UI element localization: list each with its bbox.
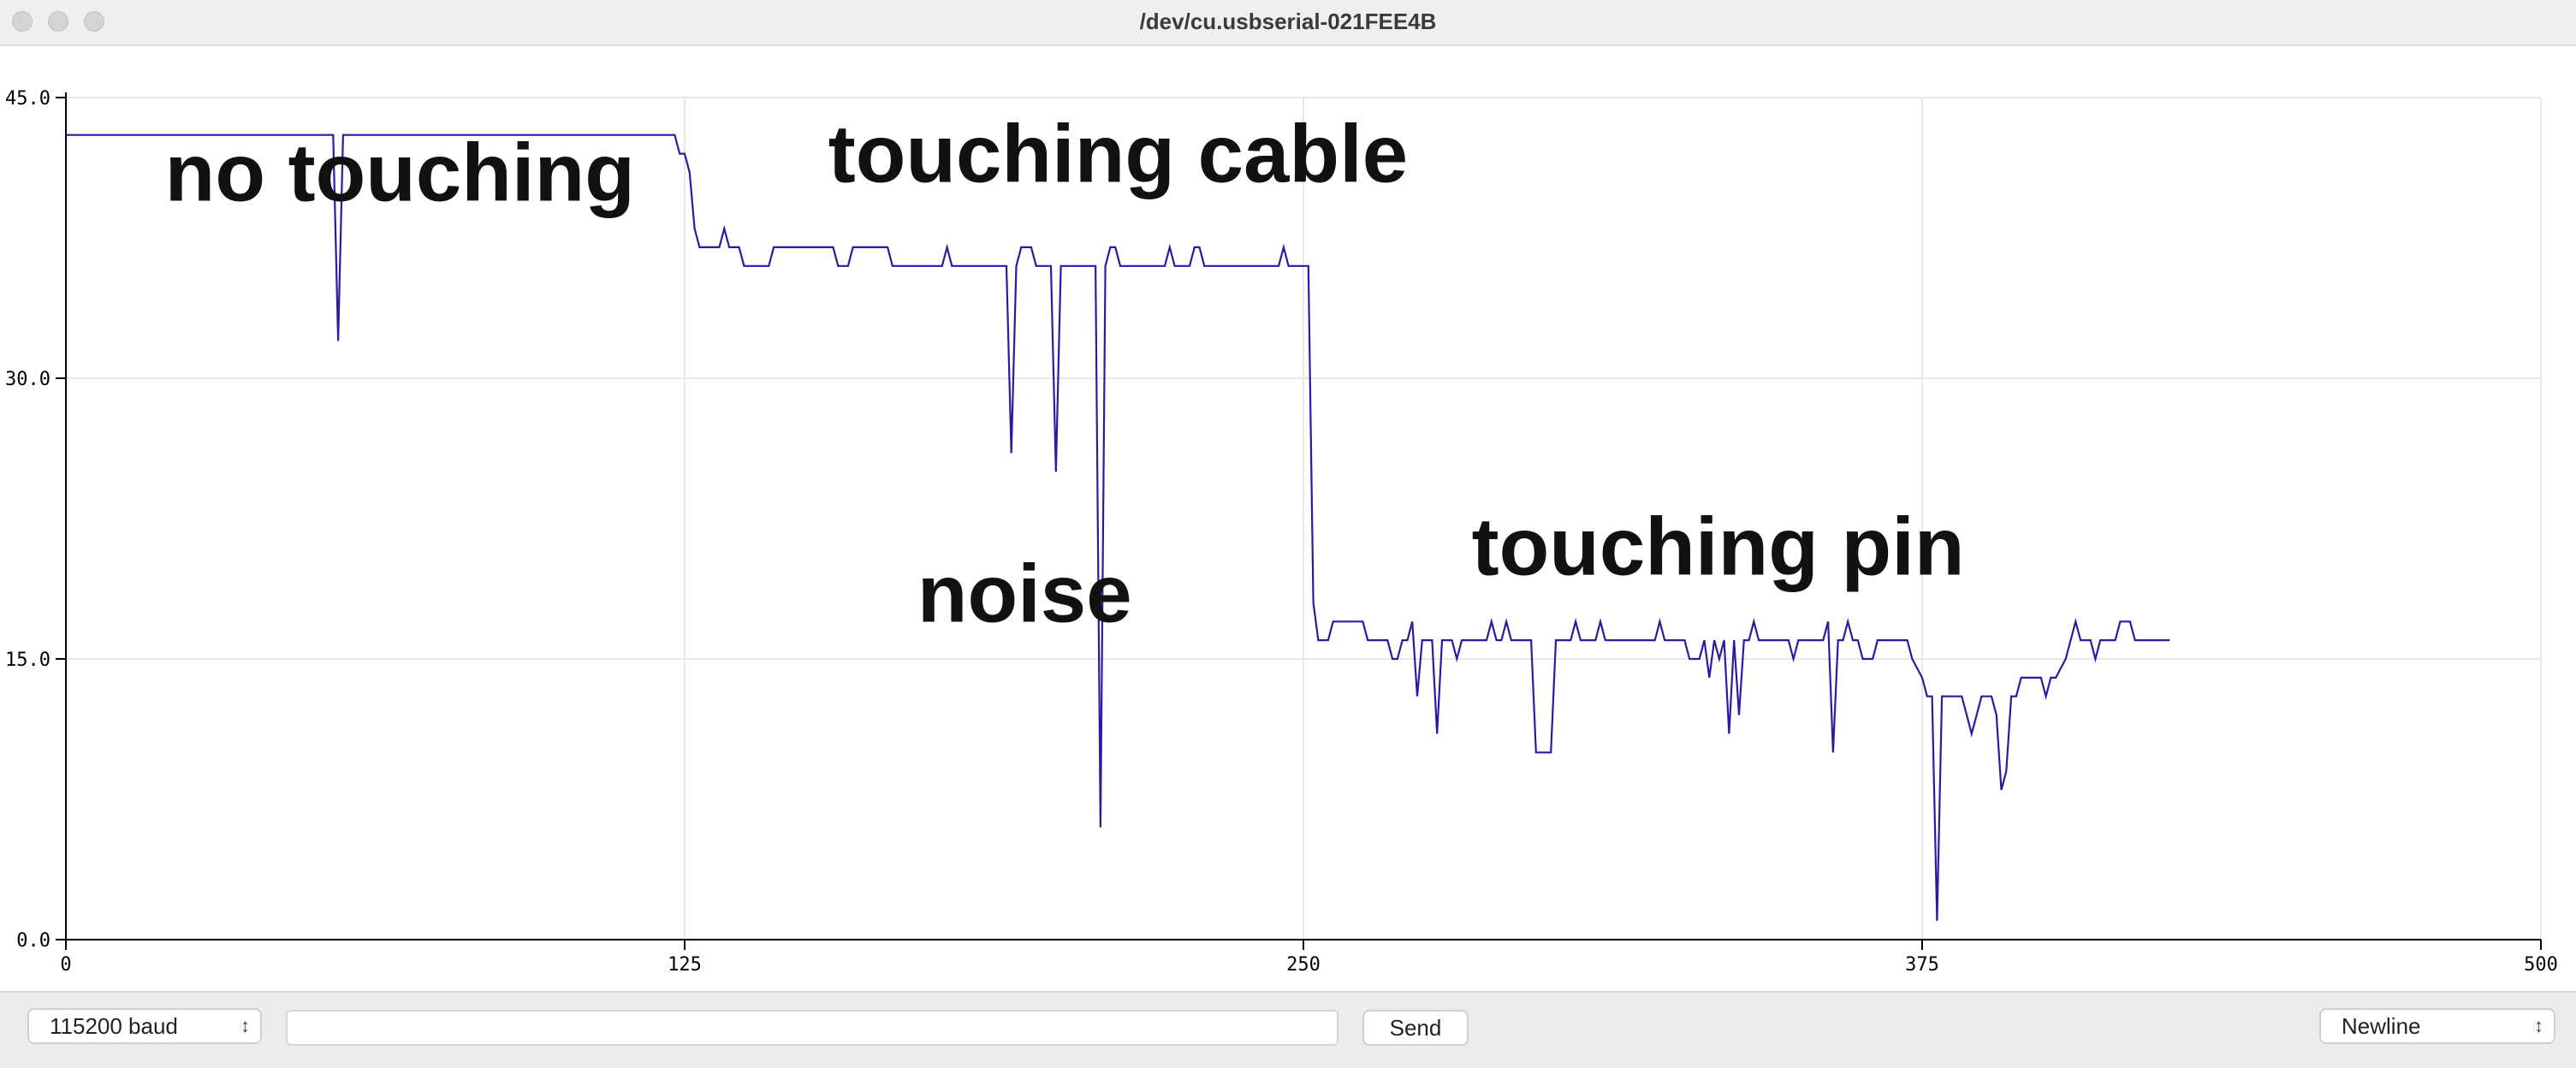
line-ending-select[interactable]: Newline ↕ [2319, 1008, 2555, 1044]
annotation-label: touching pin [1472, 501, 1965, 593]
x-tick-label: 125 [668, 954, 702, 976]
data-series-line [66, 134, 2170, 922]
chevron-updown-icon: ↕ [240, 1015, 250, 1036]
x-tick-label: 375 [1905, 954, 1939, 976]
minimize-window-button[interactable] [48, 11, 68, 32]
x-tick-label: 0 [60, 954, 71, 976]
plot-svg: 0 125 250 375 500 0.0 15.0 30.0 45.0 no touching… [5, 88, 2558, 976]
annotation-label: touching cable [828, 108, 1408, 199]
x-tick-label: 500 [2524, 954, 2558, 976]
baud-rate-select[interactable]: 115200 baud ↕ [27, 1008, 262, 1044]
chevron-updown-icon: ↕ [2534, 1015, 2543, 1036]
axis-layer: 0 125 250 375 500 0.0 15.0 30.0 45.0 [5, 88, 2558, 976]
send-button[interactable]: Send [1362, 1010, 1469, 1046]
title-bar: /dev/cu.usbserial-021FEE4B [0, 0, 2576, 46]
send-message-input[interactable] [286, 1010, 1338, 1046]
y-tick-label: 30.0 [5, 369, 50, 390]
series-layer [66, 134, 2170, 922]
serial-plotter-chart: 0 125 250 375 500 0.0 15.0 30.0 45.0 no touching… [0, 46, 2576, 991]
window-title: /dev/cu.usbserial-021FEE4B [1139, 9, 1437, 34]
line-ending-label: Newline [2342, 1013, 2421, 1039]
bottom-toolbar: 115200 baud ↕ Send Newline ↕ [0, 991, 2576, 1068]
grid-layer [65, 97, 2542, 940]
y-tick-label: 0.0 [16, 930, 50, 952]
annotation-layer: no touching touching cable noise touching p… [165, 108, 1965, 639]
y-tick-label: 45.0 [5, 88, 50, 110]
y-tick-label: 15.0 [5, 650, 50, 671]
close-window-button[interactable] [12, 11, 33, 32]
zoom-window-button[interactable] [84, 11, 104, 32]
annotation-label: noise [917, 548, 1132, 639]
baud-rate-label: 115200 baud [50, 1013, 178, 1039]
annotation-label: no touching [165, 127, 635, 218]
x-tick-label: 250 [1286, 954, 1321, 976]
